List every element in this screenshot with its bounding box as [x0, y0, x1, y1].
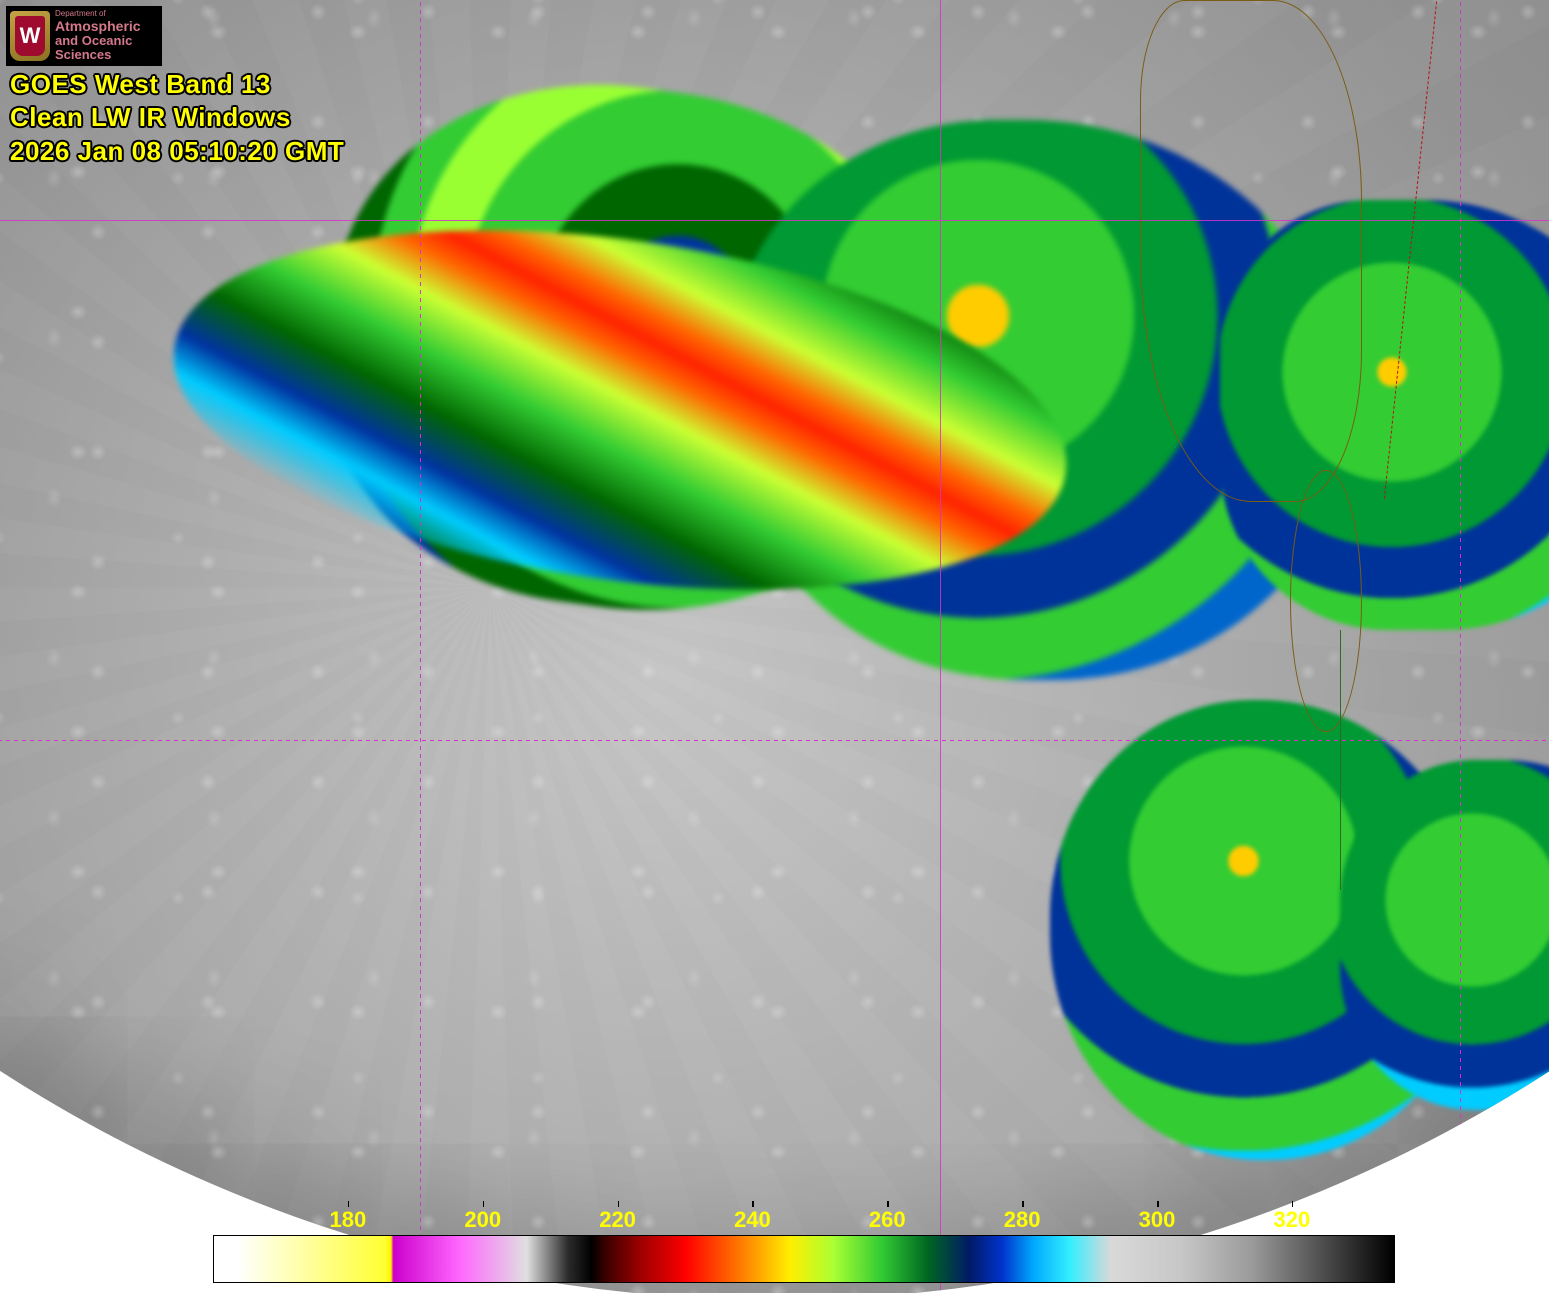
- colorbar-tick-mark-280: [1022, 1201, 1024, 1207]
- image-title-block: GOES West Band 13 Clean LW IR Windows 20…: [10, 68, 344, 168]
- colorbar-tick-280: 280: [1004, 1207, 1041, 1233]
- colorbar-tick-240: 240: [734, 1207, 771, 1233]
- colorbar-tick-220: 220: [599, 1207, 636, 1233]
- colorbar-tick-320: 320: [1273, 1207, 1310, 1233]
- colorbar-tick-mark-180: [348, 1201, 350, 1207]
- goes-west-globe-image: [0, 0, 1549, 1293]
- logo-title-line2: and Oceanic Sciences: [55, 34, 158, 62]
- colorbar-tick-mark-300: [1157, 1201, 1159, 1207]
- title-line-timestamp: 2026 Jan 08 05:10:20 GMT: [10, 135, 344, 168]
- colorbar-tick-180: 180: [329, 1207, 366, 1233]
- colorbar-tick-labels: 180 200 220 240 260 280 300 320: [213, 1207, 1393, 1235]
- logo-title-line1: Atmospheric: [55, 19, 158, 34]
- mid-pacific-convective-cluster-2: [1340, 760, 1549, 1110]
- colorbar-tick-mark-200: [483, 1201, 485, 1207]
- colorbar-tick-260: 260: [869, 1207, 906, 1233]
- colorbar-gradient: [213, 1235, 1395, 1283]
- colorbar-tick-300: 300: [1139, 1207, 1176, 1233]
- w-letter-icon: W: [15, 16, 45, 56]
- brightness-temperature-colorbar[interactable]: 180 200 220 240 260 280 300 320: [213, 1235, 1393, 1281]
- california-convective-cells: [1220, 200, 1549, 630]
- colorbar-tick-mark-320: [1292, 1201, 1294, 1207]
- colorbar-tick-mark-260: [887, 1201, 889, 1207]
- colorbar-tick-mark-220: [618, 1201, 620, 1207]
- title-line-satellite: GOES West Band 13: [10, 68, 344, 101]
- title-line-product: Clean LW IR Windows: [10, 101, 344, 134]
- satellite-image-viewer: W Department of Atmospheric and Oceanic …: [0, 0, 1549, 1293]
- wisc-aos-logo: W Department of Atmospheric and Oceanic …: [6, 6, 162, 66]
- colorbar-tick-mark-240: [752, 1201, 754, 1207]
- university-shield-icon: W: [10, 11, 50, 61]
- colorbar-tick-200: 200: [464, 1207, 501, 1233]
